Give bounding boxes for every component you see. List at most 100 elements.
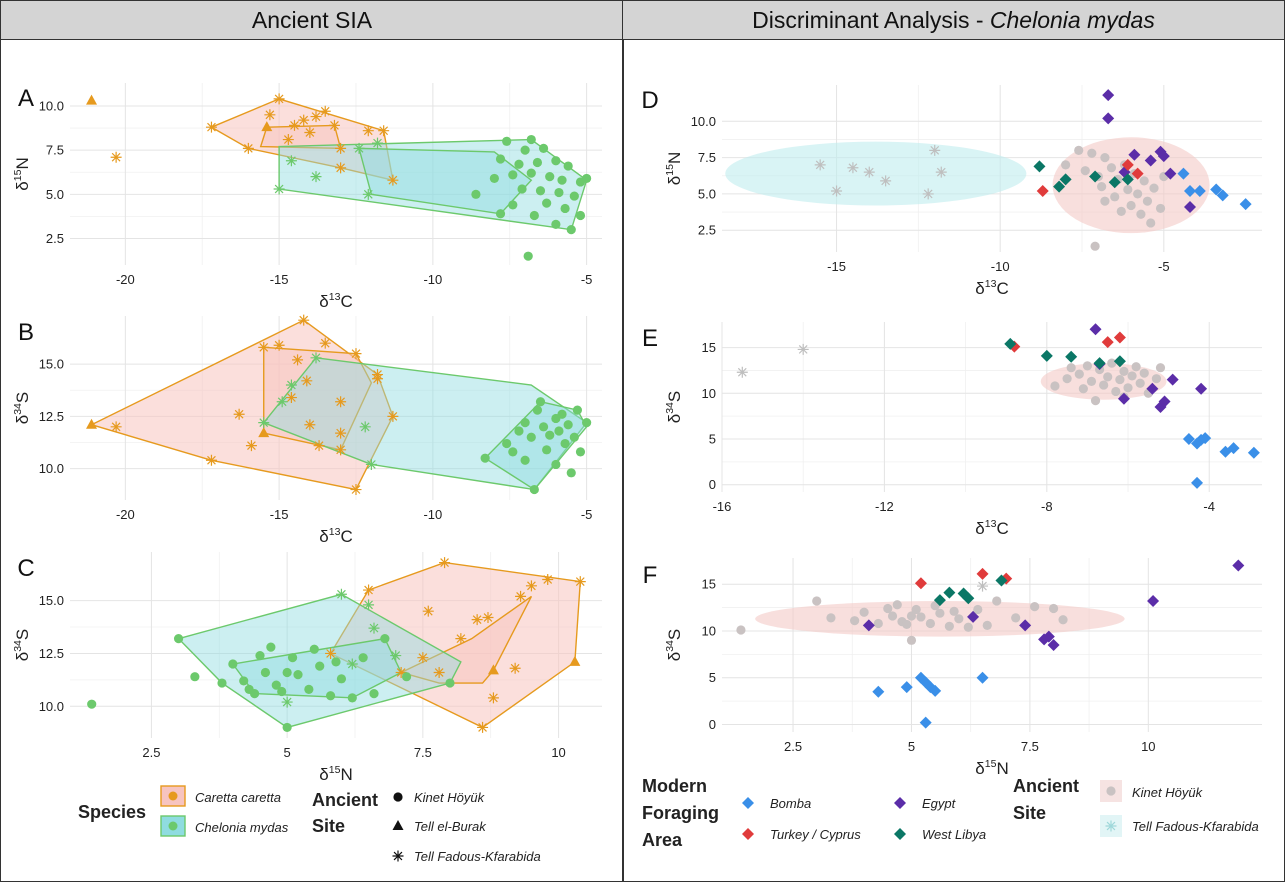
point-chelonia — [362, 188, 374, 200]
point-kinet-hoyuk — [906, 635, 917, 645]
point-kinet-hoyuk — [1136, 209, 1146, 219]
point-libya — [962, 592, 975, 605]
point-caretta — [285, 392, 297, 404]
point-caretta — [233, 408, 245, 420]
point-chelonia — [347, 693, 357, 703]
point-kinet-hoyuk — [1127, 371, 1137, 381]
point-chelonia — [471, 189, 481, 199]
point-egypt — [1232, 559, 1245, 572]
point-turkey — [1101, 336, 1114, 349]
point-bomba — [1184, 185, 1196, 198]
x-tick-label: -10 — [423, 507, 442, 522]
point-chelonia — [239, 676, 249, 686]
point-egypt — [1147, 595, 1160, 608]
point-chelonia — [520, 455, 530, 465]
panel-F-grid — [722, 558, 1262, 732]
point-kinet-hoyuk — [1099, 380, 1109, 390]
y-axis-label-F: δ34S — [664, 629, 684, 662]
point-bomba — [1199, 432, 1212, 445]
point-kinet-hoyuk — [826, 613, 836, 623]
point-chelonia — [542, 198, 552, 208]
legend-right: Modern Foraging Area Bomba Turkey / Cyprus Eg… — [642, 776, 1259, 850]
y-tick-label: 7.5 — [46, 143, 64, 158]
x-axis-label-E: δ13C — [975, 518, 1008, 538]
x-tick-label: -15 — [270, 507, 289, 522]
point-chelonia — [445, 678, 455, 688]
point-chelonia — [282, 667, 292, 678]
legend-label-bomba: Bomba — [770, 796, 811, 811]
point-kinet-hoyuk — [1058, 615, 1068, 625]
panel-D-points — [814, 89, 1252, 251]
point-caretta — [205, 454, 217, 466]
point-kinet-hoyuk — [902, 619, 912, 630]
x-axis-label-E-text: δ13C — [975, 518, 1008, 538]
x-tick-label: 2.5 — [784, 739, 802, 754]
point-chelonia — [325, 691, 336, 701]
y-axis-label-F-text: δ34S — [664, 629, 684, 662]
point-caretta — [471, 614, 483, 626]
point-caretta — [509, 662, 521, 674]
point-chelonia — [87, 699, 97, 709]
point-kinet-hoyuk — [1074, 145, 1084, 155]
point-chelonia — [563, 420, 573, 430]
point-chelonia — [572, 405, 582, 415]
point-caretta — [110, 151, 122, 163]
point-egypt — [862, 619, 875, 632]
point-kinet-hoyuk — [887, 611, 898, 621]
y-tick-label: 0 — [709, 477, 716, 492]
panel-letter-D: D — [641, 87, 658, 114]
point-kinet-hoyuk — [1090, 241, 1100, 251]
point-chelonia — [542, 445, 552, 455]
panel-D: -15 -10 -5 2.5 5.0 7.5 10.0 δ13C δ15N D — [641, 85, 1262, 298]
point-tell-fadous — [814, 159, 826, 171]
left-panel-header: Ancient SIA — [0, 0, 624, 40]
y-tick-label: 5.0 — [46, 187, 64, 202]
legend-species-title: Species — [78, 802, 146, 822]
point-kinet-hoyuk — [859, 607, 869, 617]
legend-marker-bomba — [742, 797, 754, 809]
point-caretta — [301, 375, 313, 387]
panel-F: 2.5 5 7.5 10 0 5 10 15 δ15N δ34S F — [643, 558, 1262, 778]
right-header-title: Discriminant Analysis - Chelonia mydas — [752, 6, 1155, 33]
legend-label-chelonia: Chelonia mydas — [195, 820, 289, 835]
point-caretta — [395, 666, 407, 678]
point-chelonia — [285, 379, 297, 391]
point-chelonia — [566, 468, 576, 478]
y-axis-label-D-text: δ15N — [664, 152, 684, 185]
x-tick-label: 7.5 — [1021, 739, 1039, 754]
point-chelonia — [359, 421, 371, 433]
x-axis-label-C: δ15N — [319, 764, 352, 784]
point-kinet-hoyuk — [935, 608, 945, 618]
point-kinet-hoyuk — [1086, 376, 1097, 387]
point-caretta — [387, 174, 399, 186]
point-chelonia — [508, 170, 518, 180]
point-chelonia — [557, 175, 567, 185]
point-libya — [1093, 357, 1106, 370]
y-axis-label-B: δ34S — [12, 392, 32, 425]
point-chelonia — [554, 426, 564, 436]
point-libya — [933, 594, 946, 607]
panel-C: 2.5 5 7.5 10 10.0 12.5 15.0 δ15N δ34S C — [12, 552, 602, 784]
point-egypt — [1164, 167, 1177, 180]
x-axis-label-F: δ15N — [975, 758, 1008, 778]
legend-right-site-title-1: Ancient — [1013, 776, 1079, 796]
point-libya — [1004, 337, 1017, 350]
point-kinet-hoyuk — [1107, 358, 1117, 368]
point-caretta — [282, 134, 294, 146]
point-kinet-hoyuk — [1126, 200, 1136, 211]
point-chelonia — [529, 484, 539, 495]
x-axis-label-D-text: δ13C — [975, 278, 1008, 298]
panel-letter-E: E — [642, 325, 658, 352]
point-libya — [1089, 170, 1102, 183]
hull-chelonia — [358, 147, 533, 215]
point-caretta — [328, 119, 340, 131]
point-caretta — [525, 580, 537, 592]
point-bomba — [1239, 198, 1252, 211]
y-axis-label-D: δ15N — [664, 152, 684, 185]
legend-site-title-1: Ancient — [312, 790, 378, 810]
point-chelonia — [304, 684, 314, 694]
y-tick-label: 7.5 — [698, 150, 716, 165]
point-chelonia — [523, 251, 533, 261]
x-tick-label: -5 — [1158, 259, 1170, 274]
point-caretta — [304, 126, 316, 138]
